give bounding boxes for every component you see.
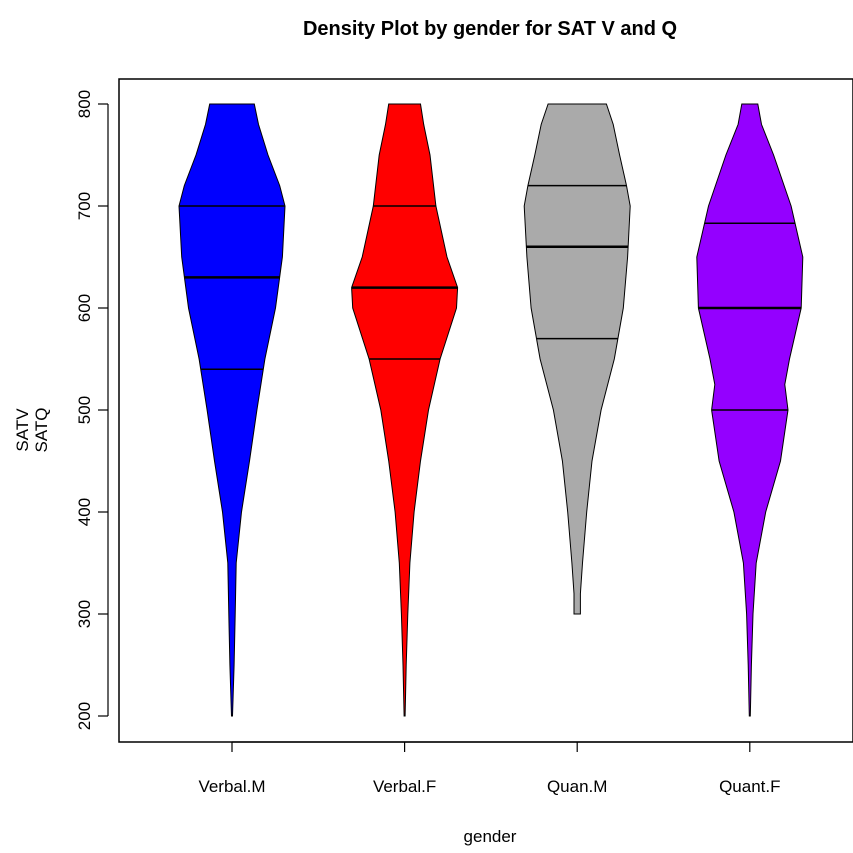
y-tick-label: 200	[75, 702, 94, 730]
x-ticks-group: Verbal.M Verbal.F Quan.M Quant.F	[198, 742, 781, 796]
violin-body	[178, 103, 286, 717]
y-tick-label: 300	[75, 600, 94, 628]
y-axis-label-1: SATV	[13, 408, 32, 452]
x-tick-label: Verbal.F	[373, 777, 436, 796]
y-tick-label: 400	[75, 498, 94, 526]
x-tick-label: Quan.M	[547, 777, 607, 796]
violin-body	[351, 103, 459, 717]
y-axis-label-2: SATQ	[32, 407, 51, 452]
violins-group	[178, 103, 804, 717]
y-ticks-group: 200 300 400 500 600 700 800	[75, 90, 108, 730]
violin-verbal-m	[178, 103, 286, 717]
y-tick-label: 600	[75, 294, 94, 322]
x-tick-label: Quant.F	[719, 777, 780, 796]
violin-verbal-f	[351, 103, 459, 717]
chart-title: Density Plot by gender for SAT V and Q	[303, 18, 677, 40]
y-tick-label: 700	[75, 192, 94, 220]
violin-quan-m	[523, 103, 631, 615]
y-tick-label: 500	[75, 396, 94, 424]
x-tick-label: Verbal.M	[198, 777, 265, 796]
violin-body	[523, 103, 631, 615]
y-tick-label: 800	[75, 90, 94, 118]
x-axis-label: gender	[464, 827, 517, 846]
violin-quant-f	[696, 103, 804, 717]
